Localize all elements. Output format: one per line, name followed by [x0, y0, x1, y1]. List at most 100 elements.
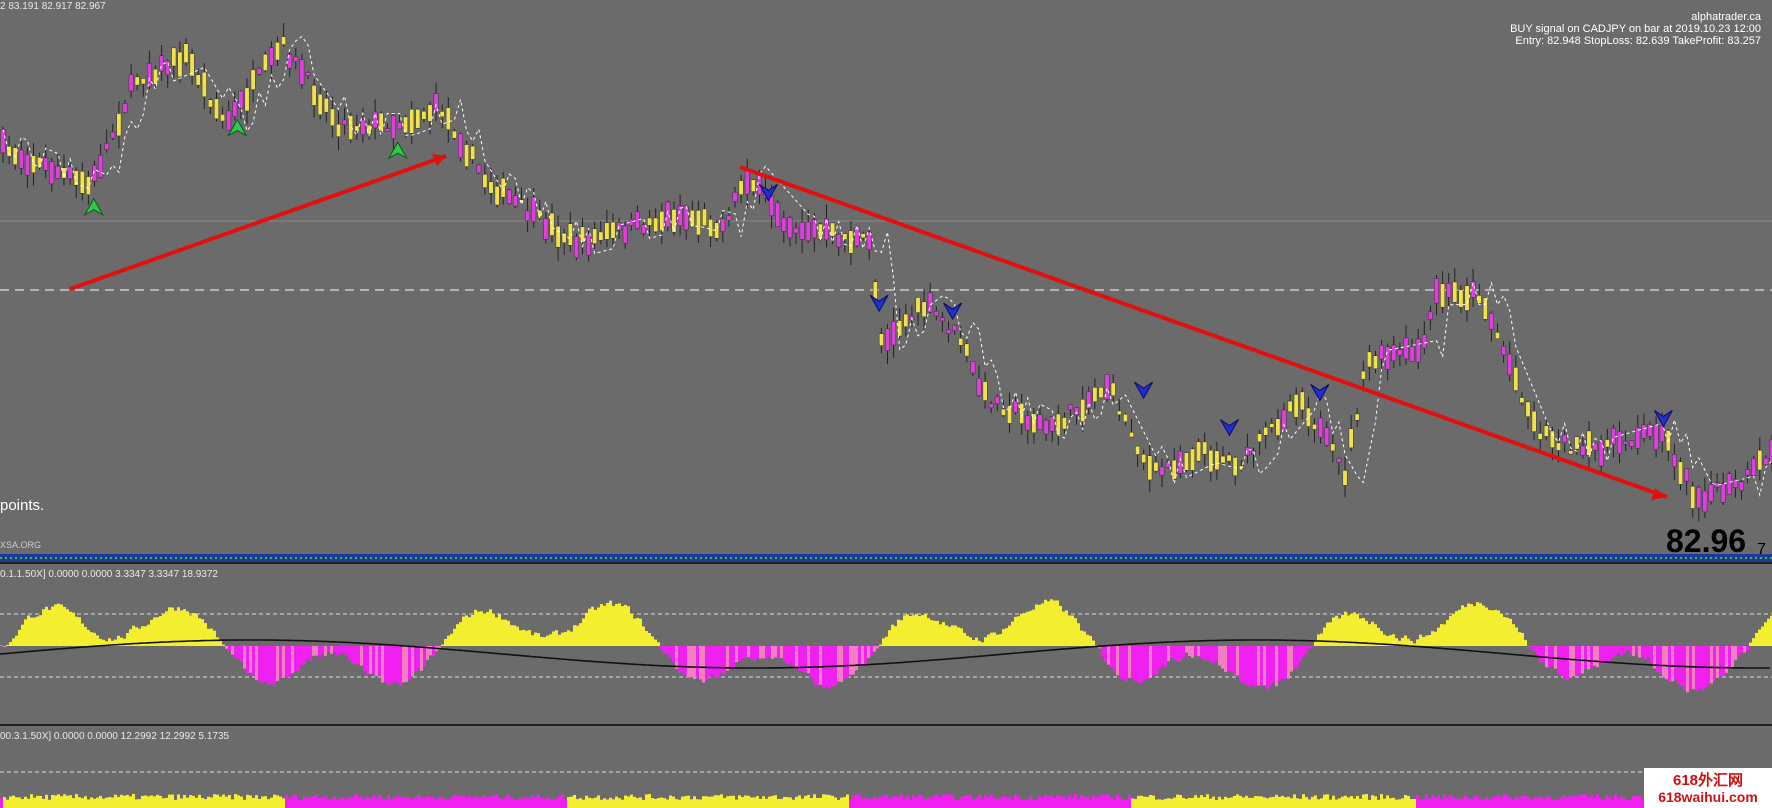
candle-body	[1574, 436, 1580, 450]
histogram-bar	[258, 799, 261, 808]
histogram-bar	[693, 796, 696, 808]
histogram-bar	[156, 794, 159, 808]
histogram-bar	[975, 637, 978, 646]
histogram-bar	[1059, 796, 1062, 808]
histogram-bar	[51, 606, 54, 646]
histogram-bar	[813, 646, 816, 685]
histogram-bar	[1512, 799, 1515, 808]
histogram-bar	[1314, 641, 1317, 646]
histogram-bar	[1035, 799, 1038, 808]
histogram-bar	[471, 615, 474, 646]
candle-body	[1659, 425, 1665, 442]
trend-line-up	[69, 154, 447, 291]
histogram-bar	[1575, 796, 1578, 808]
histogram-bar	[639, 797, 642, 808]
histogram-bar	[927, 797, 930, 808]
candle-body	[726, 215, 732, 221]
histogram-bar	[144, 795, 147, 808]
histogram-bar	[849, 799, 852, 808]
histogram-bar	[873, 646, 876, 652]
histogram-bar	[885, 794, 888, 808]
histogram-bar	[1269, 797, 1272, 808]
histogram-bar	[273, 794, 276, 808]
histogram-bar	[636, 617, 639, 646]
candle-body	[1196, 441, 1202, 462]
histogram-bar	[924, 799, 927, 808]
histogram-bar	[678, 646, 681, 673]
histogram-bar	[63, 794, 66, 808]
histogram-bar	[60, 604, 63, 646]
candle-body	[866, 231, 872, 250]
histogram-bar	[612, 605, 615, 646]
histogram-bar	[1431, 631, 1434, 646]
histogram-bar	[126, 794, 129, 808]
candle-body	[1556, 442, 1561, 451]
histogram-bar	[183, 609, 186, 646]
histogram-bar	[1728, 646, 1731, 669]
candle-body	[1702, 490, 1708, 513]
histogram-bar	[681, 646, 684, 673]
histogram-bar	[1041, 797, 1044, 808]
candle-body	[1025, 415, 1031, 431]
histogram-bar	[99, 795, 102, 808]
candle-body	[433, 93, 439, 113]
histogram-bar	[288, 798, 291, 808]
histogram-bar	[1383, 634, 1386, 646]
histogram-bar	[822, 794, 825, 808]
candle-body	[1086, 391, 1092, 409]
histogram-bar	[909, 799, 912, 808]
histogram-bar	[339, 798, 342, 808]
histogram-bar	[219, 796, 222, 808]
candle-body	[622, 225, 628, 244]
histogram-bar	[135, 627, 138, 646]
histogram-bar	[159, 616, 162, 646]
histogram-bar	[1305, 797, 1308, 808]
candle-body	[561, 233, 567, 243]
histogram-bar	[1098, 796, 1101, 808]
histogram-bar	[366, 796, 369, 808]
histogram-bar	[360, 796, 363, 808]
histogram-bar	[1068, 794, 1071, 808]
candle-body	[1257, 433, 1263, 443]
histogram-bar	[945, 794, 948, 808]
histogram-bar	[792, 799, 795, 808]
histogram-bar	[543, 799, 546, 808]
histogram-bar	[459, 622, 462, 646]
histogram-bar	[1320, 633, 1323, 646]
histogram-bar	[750, 797, 753, 808]
candle-body	[207, 99, 213, 108]
histogram-bar	[153, 617, 156, 646]
histogram-bar	[978, 640, 981, 646]
candle-body	[1452, 281, 1458, 303]
histogram-bar	[87, 799, 90, 808]
histogram-bar	[801, 798, 804, 808]
histogram-bar	[729, 795, 732, 808]
histogram-bar	[798, 795, 801, 808]
histogram-bar	[1557, 646, 1560, 675]
histogram-bar	[1095, 645, 1098, 646]
histogram-bar	[492, 613, 495, 646]
candle-body	[201, 71, 207, 98]
histogram-bar	[969, 637, 972, 646]
histogram-bar	[1539, 796, 1542, 808]
candle-body	[1415, 338, 1421, 363]
histogram-bar	[162, 614, 165, 646]
histogram-bar	[603, 798, 606, 808]
indicator-label: 0.1.1.50X] 0.0000 0.0000 3.3347 3.3347 1…	[0, 569, 218, 580]
histogram-bar	[753, 797, 756, 808]
histogram-bar	[1404, 635, 1407, 646]
candle-body	[421, 111, 427, 120]
candle-body	[964, 343, 970, 357]
histogram-bar	[1449, 615, 1452, 646]
histogram-bar	[1452, 797, 1455, 808]
histogram-bar	[1023, 799, 1026, 808]
histogram-bar	[180, 610, 183, 646]
histogram-bar	[987, 797, 990, 808]
histogram-bar	[1272, 796, 1275, 808]
histogram-bar	[1485, 607, 1488, 646]
histogram-bar	[501, 619, 504, 646]
histogram-bar	[513, 625, 516, 646]
candle-body	[1110, 382, 1116, 397]
histogram-bar	[165, 611, 168, 646]
histogram-bar	[240, 796, 243, 808]
